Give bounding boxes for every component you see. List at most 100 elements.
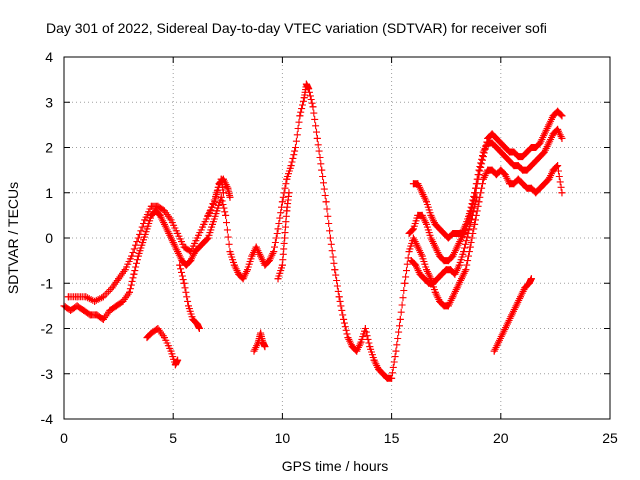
data-point	[436, 252, 444, 260]
data-point	[128, 252, 136, 260]
data-point	[444, 257, 452, 265]
series-arc-9	[250, 329, 269, 355]
data-point	[506, 157, 514, 165]
data-point	[427, 234, 435, 242]
data-point	[248, 252, 256, 260]
y-axis-label: SDTVAR / TECUs	[5, 182, 21, 294]
data-point	[160, 220, 168, 228]
data-point	[438, 270, 446, 278]
x-axis-label: GPS time / hours	[282, 458, 389, 474]
data-point	[86, 311, 94, 319]
data-point	[361, 325, 369, 332]
data-point	[462, 220, 470, 228]
x-tick-label: 15	[384, 430, 400, 446]
data-point	[115, 275, 123, 283]
data-point	[558, 112, 566, 120]
grid	[64, 57, 610, 419]
data-point	[219, 175, 227, 183]
data-point	[82, 293, 90, 301]
y-tick-label: -2	[41, 321, 54, 337]
data-point	[453, 243, 461, 251]
data-point	[80, 306, 88, 314]
data-point	[309, 103, 317, 111]
series-arc-evening-low	[490, 275, 535, 355]
data-point	[516, 293, 524, 301]
data-point	[488, 139, 496, 147]
data-point	[492, 144, 500, 151]
data-point	[407, 257, 415, 265]
data-point	[554, 162, 562, 170]
data-point	[224, 184, 232, 192]
data-point	[302, 80, 310, 88]
x-tick-label: 5	[169, 430, 177, 446]
y-tick-label: 0	[45, 230, 53, 246]
data-point	[353, 347, 361, 355]
data-point	[536, 139, 544, 147]
x-tick-label: 0	[60, 430, 68, 446]
data-point	[283, 207, 291, 215]
data-point	[184, 302, 192, 310]
data-point	[418, 211, 426, 219]
data-point	[259, 338, 267, 346]
series-arc-5-6	[176, 261, 203, 332]
data-point	[250, 347, 258, 355]
data-point	[540, 130, 548, 138]
data-point	[222, 211, 230, 219]
data-point	[340, 315, 348, 323]
data-point	[468, 211, 476, 219]
data-point	[401, 279, 409, 287]
data-point	[331, 266, 339, 274]
data-point	[510, 180, 518, 188]
data-point	[501, 153, 509, 161]
data-point	[126, 288, 134, 296]
data-point	[156, 211, 164, 219]
data-point	[174, 229, 182, 237]
data-point	[278, 261, 286, 269]
data-point	[261, 343, 269, 351]
data-point	[451, 270, 459, 278]
data-point	[130, 270, 138, 278]
data-point	[409, 225, 417, 233]
data-point	[392, 347, 400, 355]
data-point	[388, 374, 396, 382]
data-point	[536, 184, 544, 192]
data-point	[305, 85, 313, 93]
data-point	[374, 365, 382, 373]
series-markers	[60, 80, 566, 382]
data-point	[180, 243, 188, 251]
data-point	[91, 297, 99, 305]
series-arc-low-4-6	[143, 325, 182, 369]
data-point	[143, 225, 151, 233]
series-arc-10	[274, 189, 293, 283]
data-point	[285, 189, 293, 197]
data-point	[160, 207, 168, 215]
data-point	[549, 166, 557, 174]
x-tick-label: 20	[493, 430, 509, 446]
data-point	[160, 334, 168, 342]
data-point	[414, 180, 422, 188]
data-point	[466, 207, 474, 215]
data-point	[497, 139, 505, 147]
x-tick-label: 10	[275, 430, 291, 446]
data-point	[427, 211, 435, 219]
data-point	[523, 148, 531, 156]
data-point	[423, 198, 431, 206]
data-point	[261, 261, 269, 269]
data-point	[554, 107, 562, 115]
data-point	[545, 175, 553, 183]
data-point	[497, 148, 505, 156]
data-point	[226, 248, 234, 256]
data-point	[490, 347, 498, 355]
data-point	[64, 293, 72, 301]
data-point	[521, 284, 529, 292]
data-point	[418, 252, 426, 260]
data-point	[549, 112, 557, 120]
data-point	[270, 248, 278, 256]
data-point	[473, 193, 481, 201]
data-point	[457, 275, 465, 283]
data-point	[178, 257, 186, 265]
chart-title: Day 301 of 2022, Sidereal Day-to-day VTE…	[46, 20, 547, 36]
data-point	[141, 216, 149, 224]
data-point	[283, 175, 291, 183]
data-point	[495, 338, 503, 346]
